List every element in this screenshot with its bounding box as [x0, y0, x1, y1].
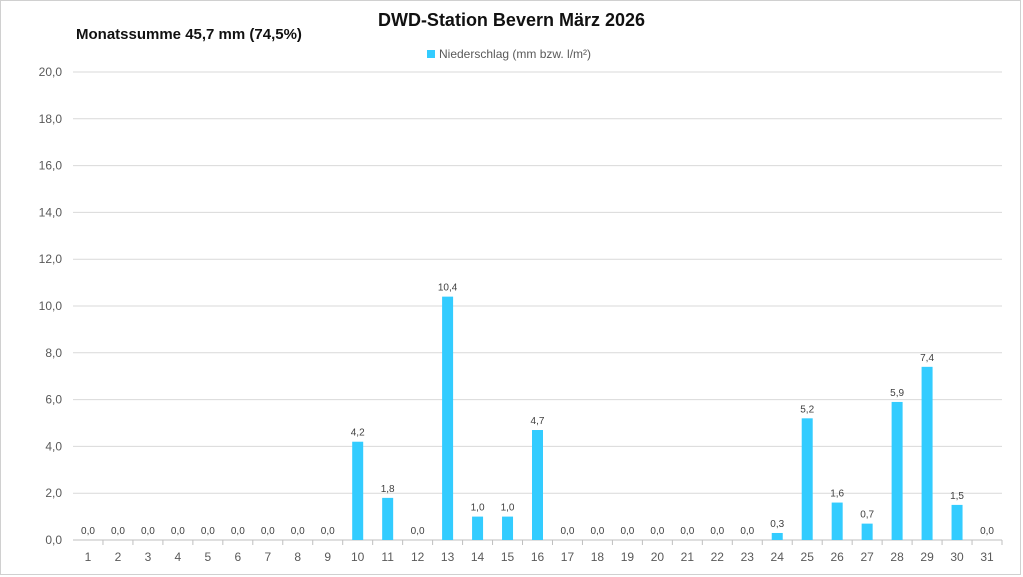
- data-label: 5,9: [890, 388, 904, 399]
- x-tick-label: 6: [234, 550, 241, 564]
- y-tick-label: 16,0: [39, 159, 63, 173]
- y-tick-label: 0,0: [45, 533, 62, 547]
- x-tick-label: 12: [411, 550, 425, 564]
- x-tick-label: 10: [351, 550, 365, 564]
- x-tick-label: 26: [830, 550, 844, 564]
- x-tick-label: 9: [324, 550, 331, 564]
- data-label: 0,0: [680, 526, 694, 537]
- data-label: 0,0: [590, 526, 604, 537]
- data-label: 0,0: [171, 526, 185, 537]
- x-tick-label: 17: [561, 550, 575, 564]
- bar: [442, 296, 454, 540]
- data-label: 0,0: [740, 526, 754, 537]
- data-label: 0,0: [111, 526, 125, 537]
- x-tick-label: 19: [621, 550, 635, 564]
- data-label: 1,0: [471, 503, 485, 514]
- bar: [532, 430, 543, 540]
- y-tick-label: 12,0: [39, 252, 63, 266]
- data-label: 0,0: [81, 526, 95, 537]
- bar: [472, 516, 484, 540]
- x-tick-label: 30: [950, 550, 964, 564]
- data-label: 5,2: [800, 404, 814, 415]
- x-tick-label: 1: [85, 550, 92, 564]
- data-label: 1,5: [950, 491, 964, 502]
- y-tick-label: 2,0: [45, 486, 62, 500]
- x-tick-label: 18: [591, 550, 605, 564]
- y-tick-label: 18,0: [39, 112, 63, 126]
- x-tick-label: 28: [890, 550, 904, 564]
- bar: [382, 497, 394, 540]
- bar: [771, 532, 783, 540]
- data-label: 0,0: [561, 526, 575, 537]
- x-tick-label: 21: [681, 550, 695, 564]
- data-label: 0,0: [620, 526, 634, 537]
- y-tick-label: 8,0: [45, 346, 62, 360]
- data-label: 0,0: [201, 526, 215, 537]
- data-label: 0,0: [231, 526, 245, 537]
- data-label: 4,7: [531, 416, 545, 427]
- x-tick-label: 22: [711, 550, 725, 564]
- x-tick-label: 24: [771, 550, 785, 564]
- data-label: 0,0: [261, 526, 275, 537]
- data-label: 4,2: [351, 428, 365, 439]
- y-tick-label: 14,0: [39, 205, 63, 219]
- x-tick-label: 5: [205, 550, 212, 564]
- legend-swatch: [427, 50, 435, 58]
- bar: [891, 401, 903, 540]
- x-tick-label: 31: [980, 550, 994, 564]
- x-tick-label: 25: [801, 550, 815, 564]
- x-tick-label: 8: [294, 550, 301, 564]
- legend: Niederschlag (mm bzw. l/m²): [427, 47, 591, 61]
- bar: [921, 366, 933, 540]
- bar: [951, 504, 963, 540]
- data-label: 10,4: [438, 283, 458, 294]
- y-tick-label: 10,0: [39, 299, 63, 313]
- y-tick-label: 4,0: [45, 439, 62, 453]
- data-label: 7,4: [920, 353, 934, 364]
- data-label: 1,6: [830, 489, 844, 500]
- chart-title: DWD-Station Bevern März 2026: [377, 10, 646, 30]
- x-tick-label: 29: [920, 550, 934, 564]
- data-label: 0,3: [770, 519, 784, 530]
- x-tick-label: 4: [175, 550, 182, 564]
- x-tick-label: 16: [531, 550, 545, 564]
- data-label: 0,0: [710, 526, 724, 537]
- bar: [352, 441, 364, 540]
- bar: [801, 418, 813, 540]
- data-label: 0,0: [321, 526, 335, 537]
- y-tick-label: 20,0: [39, 65, 63, 79]
- x-tick-label: 27: [860, 550, 874, 564]
- bar: [831, 502, 843, 540]
- bar: [861, 523, 873, 540]
- x-tick-label: 7: [264, 550, 271, 564]
- x-tick-label: 3: [145, 550, 152, 564]
- data-label: 0,0: [980, 526, 994, 537]
- data-label: 0,0: [650, 526, 664, 537]
- bar: [502, 516, 514, 540]
- y-tick-label: 6,0: [45, 393, 62, 407]
- x-tick-label: 2: [115, 550, 122, 564]
- x-tick-label: 14: [471, 550, 485, 564]
- data-label: 0,0: [291, 526, 305, 537]
- x-tick-label: 20: [651, 550, 665, 564]
- data-label: 0,0: [411, 526, 425, 537]
- data-label: 1,8: [381, 484, 395, 495]
- x-tick-label: 15: [501, 550, 515, 564]
- legend-label: Niederschlag (mm bzw. l/m²): [439, 47, 592, 61]
- data-label: 0,7: [860, 510, 874, 521]
- x-tick-label: 13: [441, 550, 455, 564]
- x-tick-label: 11: [381, 550, 394, 564]
- chart-subtitle: Monatssumme 45,7 mm (74,5%): [76, 26, 302, 43]
- data-label: 0,0: [141, 526, 155, 537]
- data-label: 1,0: [501, 503, 515, 514]
- x-tick-label: 23: [741, 550, 755, 564]
